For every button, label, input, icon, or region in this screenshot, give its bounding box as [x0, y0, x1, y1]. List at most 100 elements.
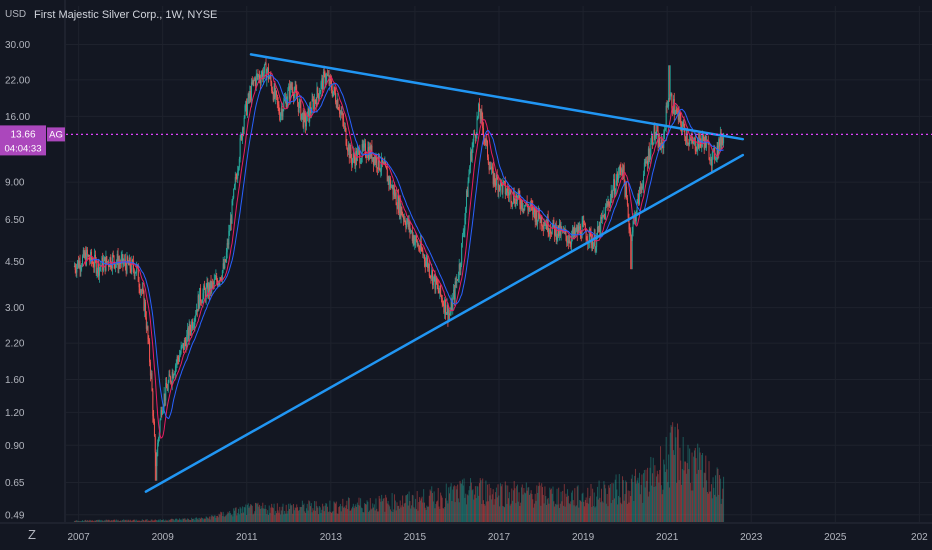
volume-bar — [689, 448, 691, 522]
candle-body — [85, 252, 87, 265]
candle-body — [526, 201, 528, 207]
volume-bar — [147, 520, 149, 522]
candle-body — [214, 279, 216, 280]
candle-body — [169, 374, 171, 377]
candle-body — [254, 78, 256, 86]
candle-body — [426, 258, 428, 262]
candle-body — [453, 289, 455, 297]
candle-body — [687, 142, 689, 144]
volume-bar — [290, 505, 292, 522]
volume-bar — [228, 513, 230, 522]
volume-bar — [320, 512, 322, 522]
volume-bar — [576, 486, 578, 522]
candle-body — [130, 268, 132, 272]
candle-body — [715, 156, 717, 159]
candle-body — [539, 217, 541, 224]
trendline-lower[interactable] — [144, 153, 745, 493]
candle-body — [288, 86, 290, 91]
volume-bar — [722, 488, 724, 522]
volume-bar — [350, 510, 352, 522]
volume-bar — [681, 469, 683, 522]
candle-body — [183, 343, 185, 350]
candle-body — [342, 112, 344, 120]
volume-bar — [79, 521, 81, 522]
volume-bar — [352, 506, 354, 522]
volume-bar — [366, 500, 368, 522]
volume-bar — [82, 520, 84, 522]
volume-bar — [439, 508, 441, 522]
volume-bar — [456, 489, 458, 522]
volume-bar — [611, 483, 613, 522]
volume-bar — [647, 496, 649, 522]
candle-body — [632, 221, 634, 233]
candle-body — [132, 261, 134, 270]
candle-body — [483, 138, 485, 140]
candle-body — [107, 261, 109, 263]
candle-body — [418, 245, 420, 250]
candle-body — [448, 313, 450, 321]
candle-body — [626, 186, 628, 198]
volume-bar — [571, 490, 573, 522]
volume-bar — [443, 508, 445, 522]
volume-bar — [210, 516, 212, 522]
candle-body — [685, 133, 687, 142]
candle-body — [530, 203, 532, 206]
candle-body — [511, 203, 513, 204]
volume-bar — [497, 484, 499, 522]
volume-bar — [511, 488, 513, 522]
volume-bar — [212, 516, 214, 522]
candle-body — [488, 163, 490, 170]
candle-body — [172, 372, 174, 379]
candle-body — [389, 178, 391, 185]
candle-body — [212, 282, 214, 284]
volume-bar — [376, 508, 378, 522]
candle-body — [394, 192, 396, 197]
candle-body — [387, 176, 389, 182]
volume-bar — [408, 491, 410, 522]
candle-body — [180, 346, 182, 354]
volume-bar — [145, 519, 147, 522]
candle-body — [305, 121, 307, 127]
volume-bar — [151, 519, 153, 522]
volume-bar — [340, 511, 342, 522]
volume-bar — [657, 474, 659, 522]
x-axis[interactable]: 2007 2009 2011 2013 2015 2017 2019 2021 2023 2025… — [0, 522, 932, 543]
volume-bar — [356, 502, 358, 522]
volume-bar — [234, 507, 236, 522]
candle-body — [335, 92, 337, 103]
candle-body — [282, 110, 284, 117]
volume-bar — [385, 497, 387, 522]
volume-bar — [137, 520, 139, 522]
candle-body — [155, 452, 157, 467]
candle-body — [197, 295, 199, 312]
volume-bar — [418, 502, 420, 522]
candle-body — [73, 266, 75, 267]
candle-body — [233, 188, 235, 198]
candle-body — [250, 82, 252, 101]
candle-body — [648, 148, 650, 161]
candle-body — [421, 249, 423, 251]
volume-bar — [167, 520, 169, 522]
volume-bar — [341, 506, 343, 522]
trendlines[interactable] — [144, 53, 745, 493]
volume-bar — [453, 486, 455, 522]
volume-bar — [185, 520, 187, 522]
volume-bar — [530, 490, 532, 522]
candle-body — [163, 393, 165, 407]
candle-body — [577, 226, 579, 235]
volume-bar — [440, 495, 442, 522]
candle-body — [536, 209, 538, 225]
candle-body — [567, 241, 569, 243]
volume-bar — [284, 510, 286, 522]
volume-bar — [136, 519, 138, 522]
candle-body — [168, 374, 170, 383]
candle-body — [134, 273, 136, 277]
volume-bar — [714, 494, 716, 522]
candle-body — [493, 173, 495, 185]
candle-body — [122, 254, 124, 265]
candle-body — [499, 179, 501, 191]
trendline-upper[interactable] — [249, 53, 745, 141]
candle-body — [77, 260, 79, 268]
